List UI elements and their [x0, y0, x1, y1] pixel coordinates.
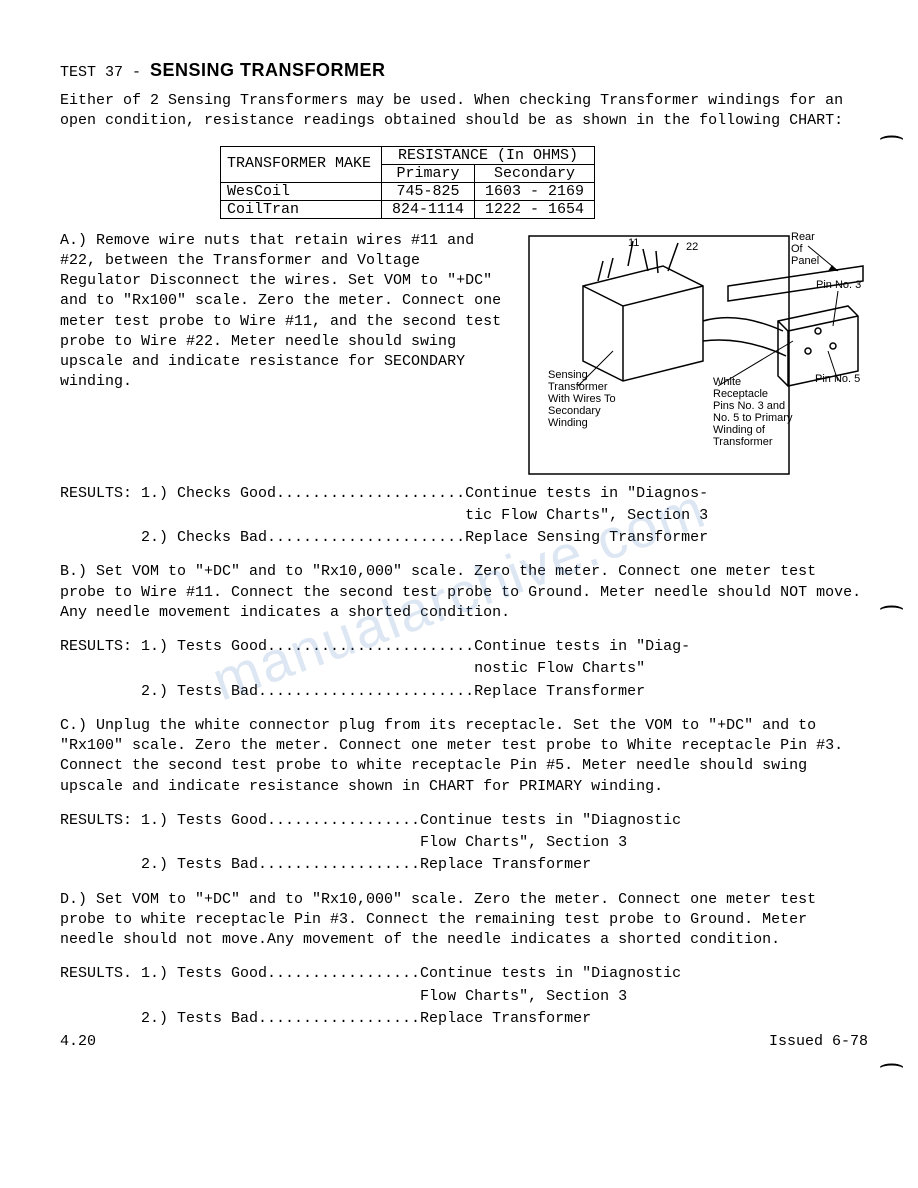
diagram-label-wire11: 11: [628, 237, 639, 249]
table-row: WesCoil 745-825 1603 - 2169: [221, 182, 595, 200]
diagram-label-white1: White: [713, 376, 741, 388]
table-header-primary: Primary: [382, 164, 475, 182]
table-row: CoilTran 824-1114 1222 - 1654: [221, 200, 595, 218]
results-b: RESULTS: 1.) Tests Good.................…: [60, 637, 868, 702]
resistance-table-wrap: TRANSFORMER MAKE RESISTANCE (In OHMS) Pr…: [220, 146, 868, 219]
diagram-label-sensing5: Winding: [548, 417, 588, 429]
diagram-label-white4: No. 5 to Primary: [713, 412, 792, 424]
section-a-text: A.) Remove wire nuts that retain wires #…: [60, 231, 510, 476]
table-header-make: TRANSFORMER MAKE: [221, 146, 382, 182]
results-d: RESULTS. 1.) Tests Good.................…: [60, 964, 868, 1029]
transformer-diagram: 11 22 Rear Of Panel Pin No. 3 Pin No. 5 …: [528, 231, 868, 476]
diagram-label-white6: Transformer: [713, 436, 773, 448]
diagram-label-white2: Receptacle: [713, 388, 768, 400]
results-b-line2: 2.) Tests Bad........................Rep…: [60, 682, 868, 702]
diagram-label-of: Of: [791, 243, 803, 255]
diagram-label-wire22: 22: [686, 241, 698, 253]
results-c-line2: 2.) Tests Bad..................Replace T…: [60, 855, 868, 875]
page-curve-mark: ⌢: [878, 120, 905, 152]
page-footer: 4.20 Issued 6-78: [60, 1033, 868, 1050]
cell-primary: 745-825: [382, 182, 475, 200]
page-curve-mark: ⌢: [878, 590, 905, 622]
diagram-label-panel: Panel: [791, 255, 819, 267]
section-d-text: D.) Set VOM to "+DC" and to "Rx10,000" s…: [60, 890, 868, 951]
results-c-line1: RESULTS: 1.) Tests Good.................…: [60, 811, 868, 831]
cell-secondary: 1222 - 1654: [475, 200, 595, 218]
diagram-label-sensing4: Secondary: [548, 405, 601, 417]
diagram-label-sensing3: With Wires To: [548, 393, 616, 405]
table-header-secondary: Secondary: [475, 164, 595, 182]
cell-secondary: 1603 - 2169: [475, 182, 595, 200]
diagram-label-white5: Winding of: [713, 424, 765, 436]
results-b-line1b: nostic Flow Charts": [60, 659, 868, 679]
diagram-label-rear: Rear: [791, 231, 815, 243]
diagram-label-pin5: Pin No. 5: [815, 373, 860, 385]
results-a: RESULTS: 1.) Checks Good................…: [60, 484, 868, 549]
diagram-label-sensing1: Sensing: [548, 369, 588, 381]
results-b-line1: RESULTS: 1.) Tests Good.................…: [60, 637, 868, 657]
diagram-label-white3: Pins No. 3 and: [713, 400, 785, 412]
section-b-text: B.) Set VOM to "+DC" and to "Rx10,000" s…: [60, 562, 868, 623]
cell-make: WesCoil: [221, 182, 382, 200]
cell-primary: 824-1114: [382, 200, 475, 218]
results-c-line1b: Flow Charts", Section 3: [60, 833, 868, 853]
results-d-line1: RESULTS. 1.) Tests Good.................…: [60, 964, 868, 984]
results-d-line2: 2.) Tests Bad..................Replace T…: [60, 1009, 868, 1029]
section-c-text: C.) Unplug the white connector plug from…: [60, 716, 868, 797]
results-a-line1: RESULTS: 1.) Checks Good................…: [60, 484, 868, 504]
table-header-resistance: RESISTANCE (In OHMS): [382, 146, 595, 164]
page-number: 4.20: [60, 1033, 96, 1050]
results-a-line2: 2.) Checks Bad......................Repl…: [60, 528, 868, 548]
page-curve-mark: ⌢: [878, 1048, 905, 1080]
issued-date: Issued 6-78: [769, 1033, 868, 1050]
title-prefix: TEST 37 -: [60, 64, 150, 81]
resistance-table: TRANSFORMER MAKE RESISTANCE (In OHMS) Pr…: [220, 146, 595, 219]
cell-make: CoilTran: [221, 200, 382, 218]
page-title: TEST 37 - SENSING TRANSFORMER: [60, 60, 868, 81]
diagram-label-pin3: Pin No. 3: [816, 279, 861, 291]
intro-paragraph: Either of 2 Sensing Transformers may be …: [60, 91, 868, 132]
results-a-line1b: tic Flow Charts", Section 3: [60, 506, 868, 526]
diagram-label-sensing2: Transformer: [548, 381, 608, 393]
results-c: RESULTS: 1.) Tests Good.................…: [60, 811, 868, 876]
table-header-make-text: TRANSFORMER MAKE: [227, 156, 371, 173]
title-main: SENSING TRANSFORMER: [150, 60, 386, 80]
results-d-line1b: Flow Charts", Section 3: [60, 987, 868, 1007]
